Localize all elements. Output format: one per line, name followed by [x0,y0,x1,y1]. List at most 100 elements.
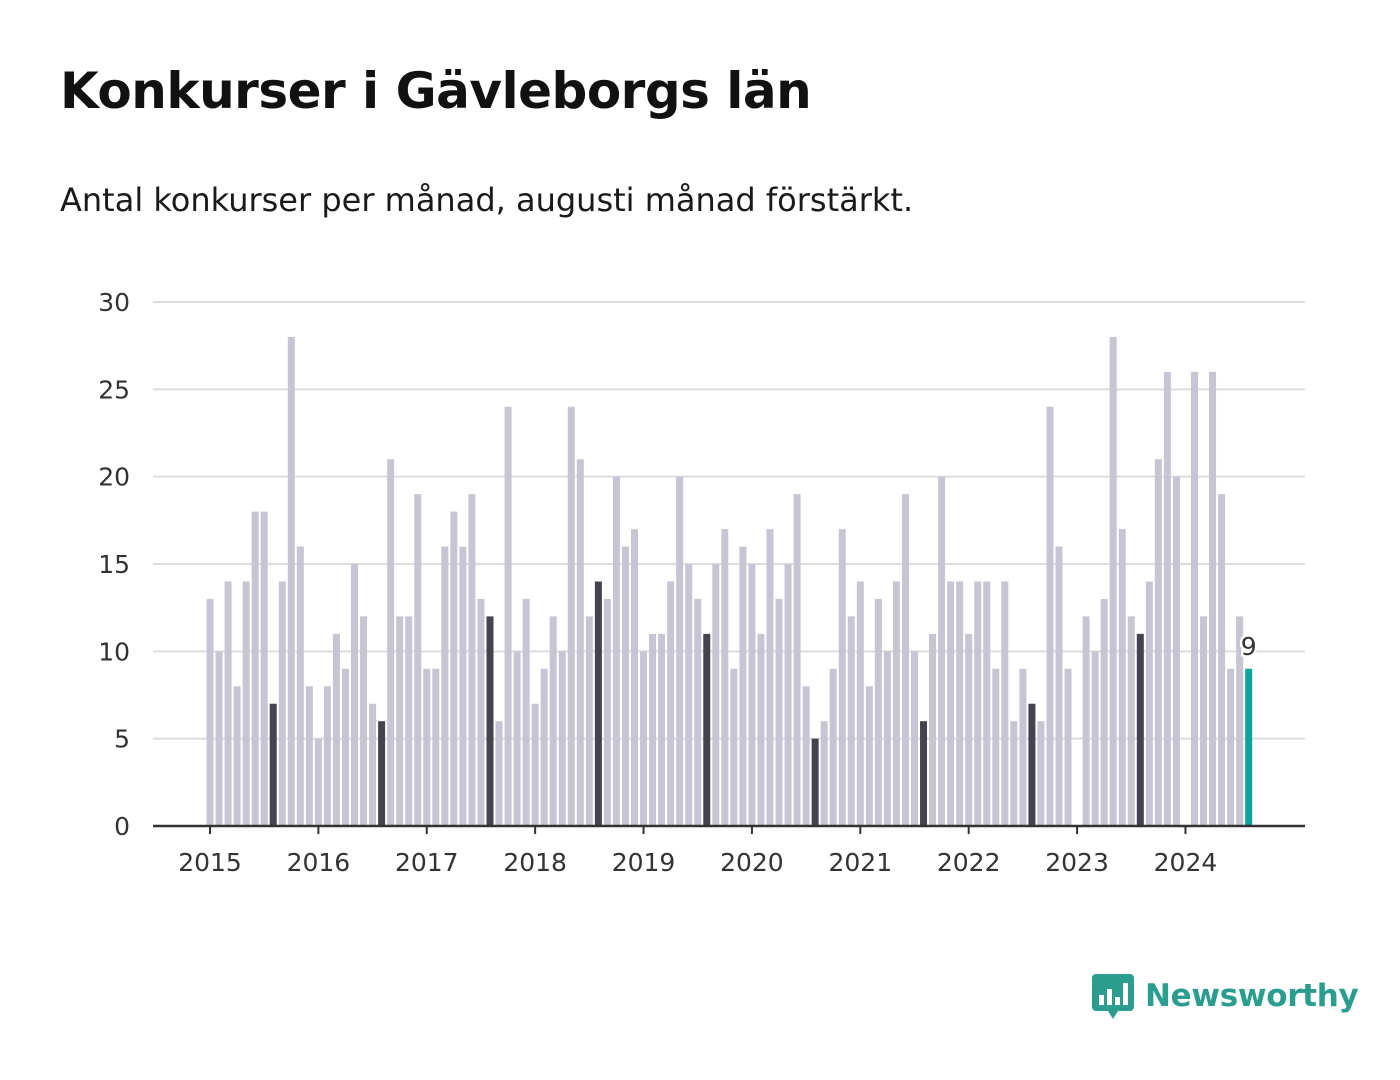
bar [983,581,991,826]
bar [1019,668,1027,826]
newsworthy-logo[interactable]: Newsworthy [1091,971,1359,1021]
bar [215,651,223,826]
brand-name: Newsworthy [1145,978,1359,1014]
bar [369,703,377,826]
bar [892,581,900,826]
x-tick-label: 2023 [1045,848,1109,877]
bar [974,581,982,826]
bar [405,616,413,826]
bar [739,546,747,826]
bar [414,494,422,826]
bar [847,616,855,826]
x-tick-label: 2019 [612,848,676,877]
bar [612,476,620,826]
bar [676,476,684,826]
chart-title: Konkurser i Gävleborgs län [60,62,812,120]
bar [766,529,774,826]
bar [441,546,449,826]
bar [233,686,241,826]
bar [576,459,584,826]
bar [775,598,783,826]
bar [911,651,918,826]
bar [522,598,530,826]
bar [1055,546,1063,826]
bar [712,564,720,826]
bar [1236,616,1244,826]
x-tick-label: 2021 [828,848,892,877]
bar [1100,598,1108,826]
bar [1190,371,1198,826]
bar [883,651,891,826]
bar [947,581,955,826]
bar [468,494,476,826]
bar-latest [1245,668,1253,826]
bar [730,668,738,826]
latest-value-label: 9 [1241,632,1257,661]
bar [793,494,801,826]
bar [1046,406,1054,826]
bar [757,633,765,826]
bar [360,616,368,826]
bar-august [486,616,494,826]
bar [585,616,593,826]
x-tick-label: 2024 [1154,848,1218,877]
bar [901,494,909,826]
bar [965,633,973,826]
bar [956,581,964,826]
bar [549,616,557,826]
bar [242,581,250,826]
bar-august [594,581,602,826]
bar [865,686,873,826]
bar [1037,721,1045,826]
bar [721,529,729,826]
bar [1209,371,1217,826]
bar [251,511,259,826]
bar-august [920,721,928,826]
bar [1010,721,1018,826]
bar [224,581,232,826]
bar [1163,371,1171,826]
bar [829,668,837,826]
bar [1145,581,1153,826]
bar [1118,529,1126,826]
x-tick-label: 2018 [503,848,567,877]
y-tick-label: 0 [114,812,130,841]
bar [206,598,214,826]
bar [540,668,548,826]
x-tick-label: 2017 [395,848,459,877]
bar [567,406,575,826]
newsworthy-logo-icon [1092,974,1134,1019]
bar [631,529,638,826]
bar-august [1028,703,1036,826]
bar [1154,459,1162,826]
bar [603,598,611,826]
x-tick-label: 2022 [937,848,1001,877]
bar [649,633,657,826]
bar-august [703,633,711,826]
bar [938,476,946,826]
bar [667,581,675,826]
x-tick-label: 2020 [720,848,784,877]
bar [685,564,693,826]
bar [838,529,846,826]
bar [323,686,331,826]
bar [929,633,937,826]
bar [874,598,882,826]
y-tick-label: 5 [114,725,130,754]
bar [1109,336,1117,826]
bar-august [1136,633,1144,826]
bar [1172,476,1180,826]
y-tick-label: 30 [98,288,130,317]
bar [694,598,702,826]
bar [305,686,313,826]
bar [351,564,359,826]
bar [450,511,458,826]
bar-august [811,738,819,826]
bar [260,511,268,826]
bar [992,668,1000,826]
bar [396,616,404,826]
bar [287,336,295,826]
bar [1082,616,1090,826]
bar [432,668,440,826]
